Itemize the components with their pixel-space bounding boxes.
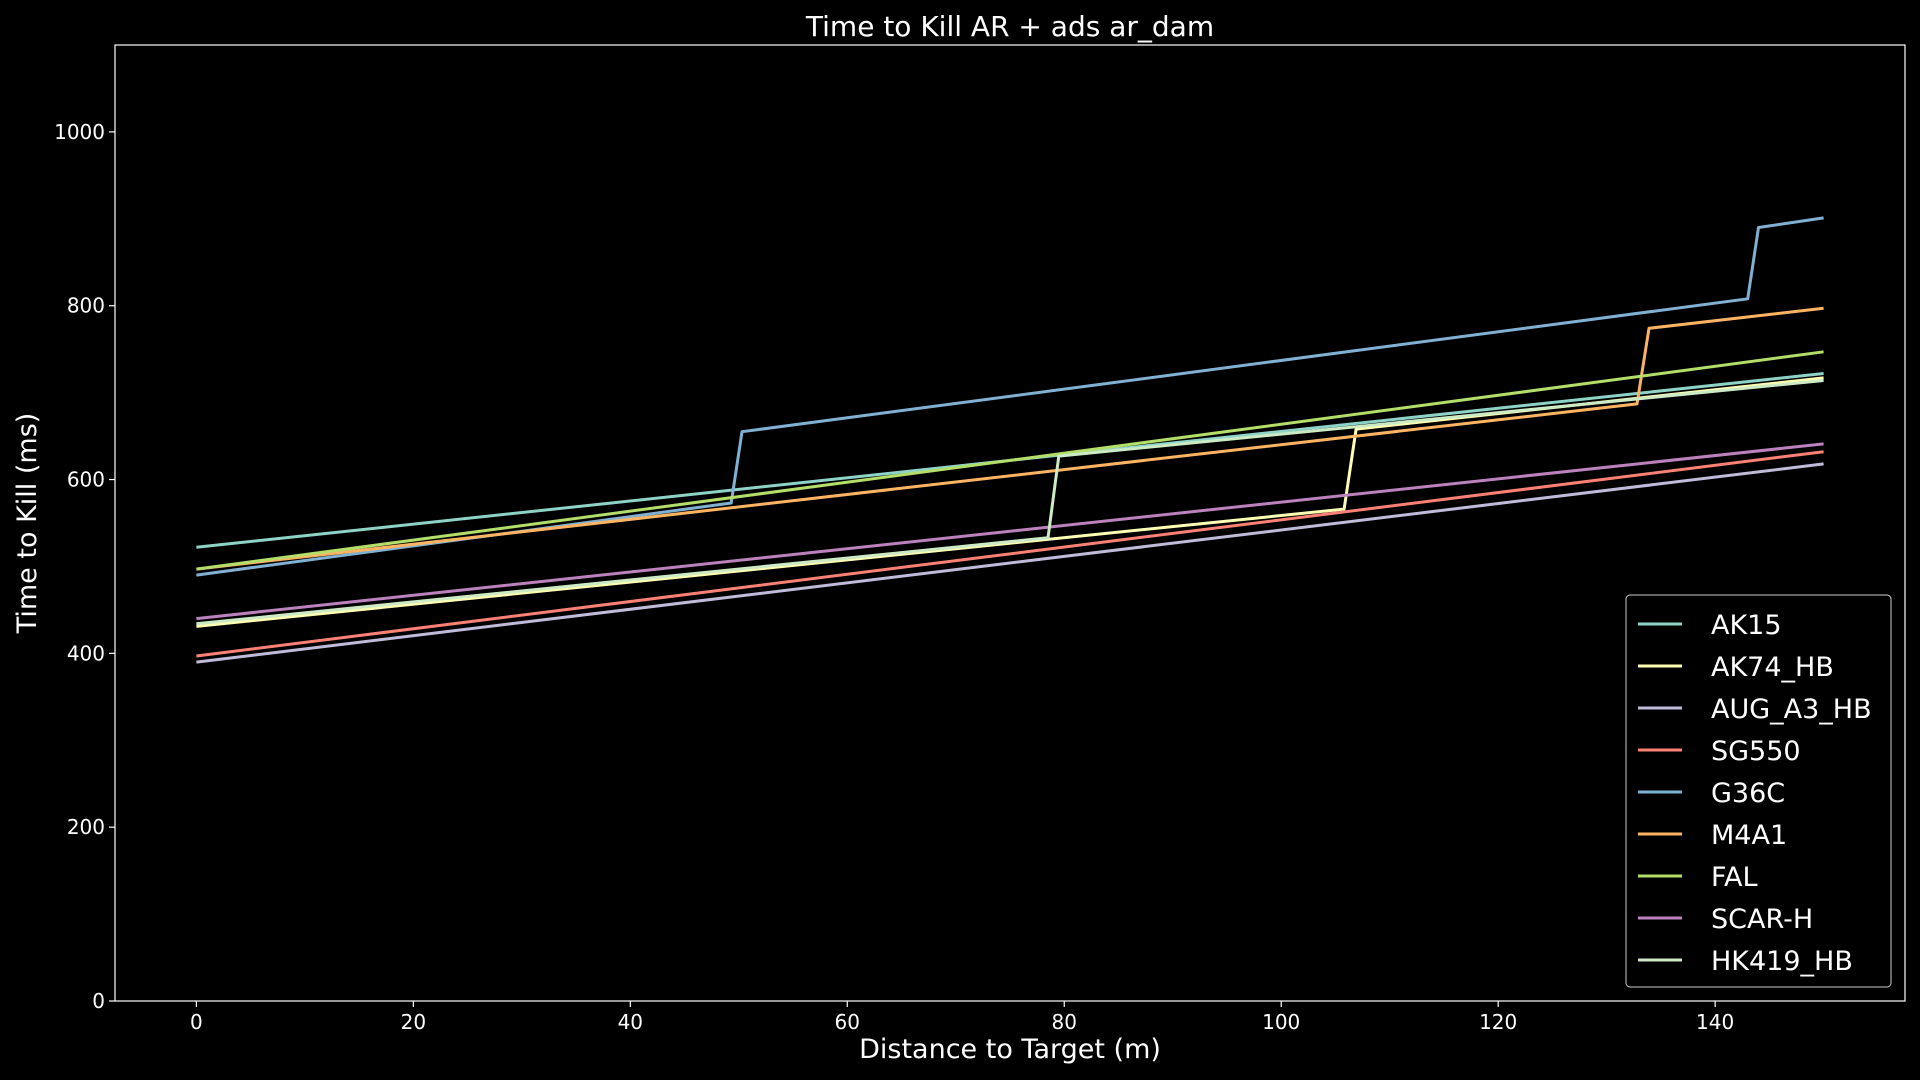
y-axis-title: Time to Kill (ms) bbox=[12, 413, 43, 635]
series-line-fal bbox=[196, 350, 1824, 571]
x-tick-label: 100 bbox=[1262, 1010, 1300, 1034]
series-line-aug-a3-hb bbox=[196, 462, 1824, 664]
legend: AK15 AK74_HB AUG_A3_HB SG550 G36C M4A1 FAL SCAR… bbox=[1625, 594, 1892, 988]
x-tick-label: 140 bbox=[1696, 1010, 1734, 1034]
series-line-ak74-hb bbox=[196, 376, 1824, 628]
legend-label: AK15 bbox=[1711, 610, 1782, 641]
plot-area bbox=[114, 44, 1906, 1002]
chart-title: Time to Kill AR + ads ar_dam bbox=[805, 10, 1214, 43]
legend-box bbox=[1625, 594, 1892, 988]
x-axis-title: Distance to Target (m) bbox=[859, 1034, 1161, 1065]
x-tick-label: 80 bbox=[1052, 1010, 1077, 1034]
legend-label: AUG_A3_HB bbox=[1711, 694, 1872, 725]
x-tick-label: 20 bbox=[401, 1010, 426, 1034]
legend-label: AK74_HB bbox=[1711, 652, 1834, 683]
y-tick-label: 600 bbox=[67, 468, 105, 492]
legend-label: HK419_HB bbox=[1711, 946, 1853, 977]
y-axis: 0 200 400 600 800 1000 bbox=[54, 120, 115, 1013]
series-layer bbox=[196, 216, 1824, 664]
series-line-m4a1 bbox=[196, 306, 1824, 571]
series-line-scar-h bbox=[196, 442, 1824, 621]
series-line-hk419-hb bbox=[196, 379, 1824, 626]
legend-label: SCAR-H bbox=[1711, 904, 1813, 935]
x-tick-label: 60 bbox=[835, 1010, 860, 1034]
x-tick-label: 40 bbox=[618, 1010, 643, 1034]
x-axis: 0 20 40 60 80 100 120 140 bbox=[190, 1001, 1734, 1034]
y-tick-label: 0 bbox=[92, 989, 105, 1013]
series-line-sg550 bbox=[196, 450, 1824, 658]
y-tick-label: 400 bbox=[67, 641, 105, 665]
x-tick-label: 0 bbox=[190, 1010, 203, 1034]
legend-label: SG550 bbox=[1711, 736, 1801, 767]
legend-label: G36C bbox=[1711, 778, 1785, 809]
y-tick-label: 1000 bbox=[54, 120, 105, 144]
x-tick-label: 120 bbox=[1479, 1010, 1517, 1034]
y-tick-label: 200 bbox=[67, 815, 105, 839]
series-line-g36c bbox=[196, 216, 1824, 577]
legend-label: M4A1 bbox=[1711, 820, 1787, 851]
y-tick-label: 800 bbox=[67, 294, 105, 318]
legend-label: FAL bbox=[1711, 862, 1758, 893]
